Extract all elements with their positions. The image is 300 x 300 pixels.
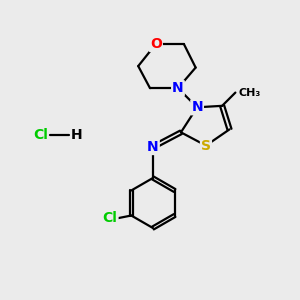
Text: H: H: [70, 128, 82, 142]
Text: CH₃: CH₃: [239, 88, 261, 98]
Text: N: N: [147, 140, 159, 154]
Text: Cl: Cl: [103, 212, 118, 226]
Text: N: N: [172, 81, 184, 95]
Text: O: O: [150, 37, 162, 51]
Text: N: N: [191, 100, 203, 114]
Text: Cl: Cl: [34, 128, 49, 142]
Text: S: S: [201, 139, 211, 153]
